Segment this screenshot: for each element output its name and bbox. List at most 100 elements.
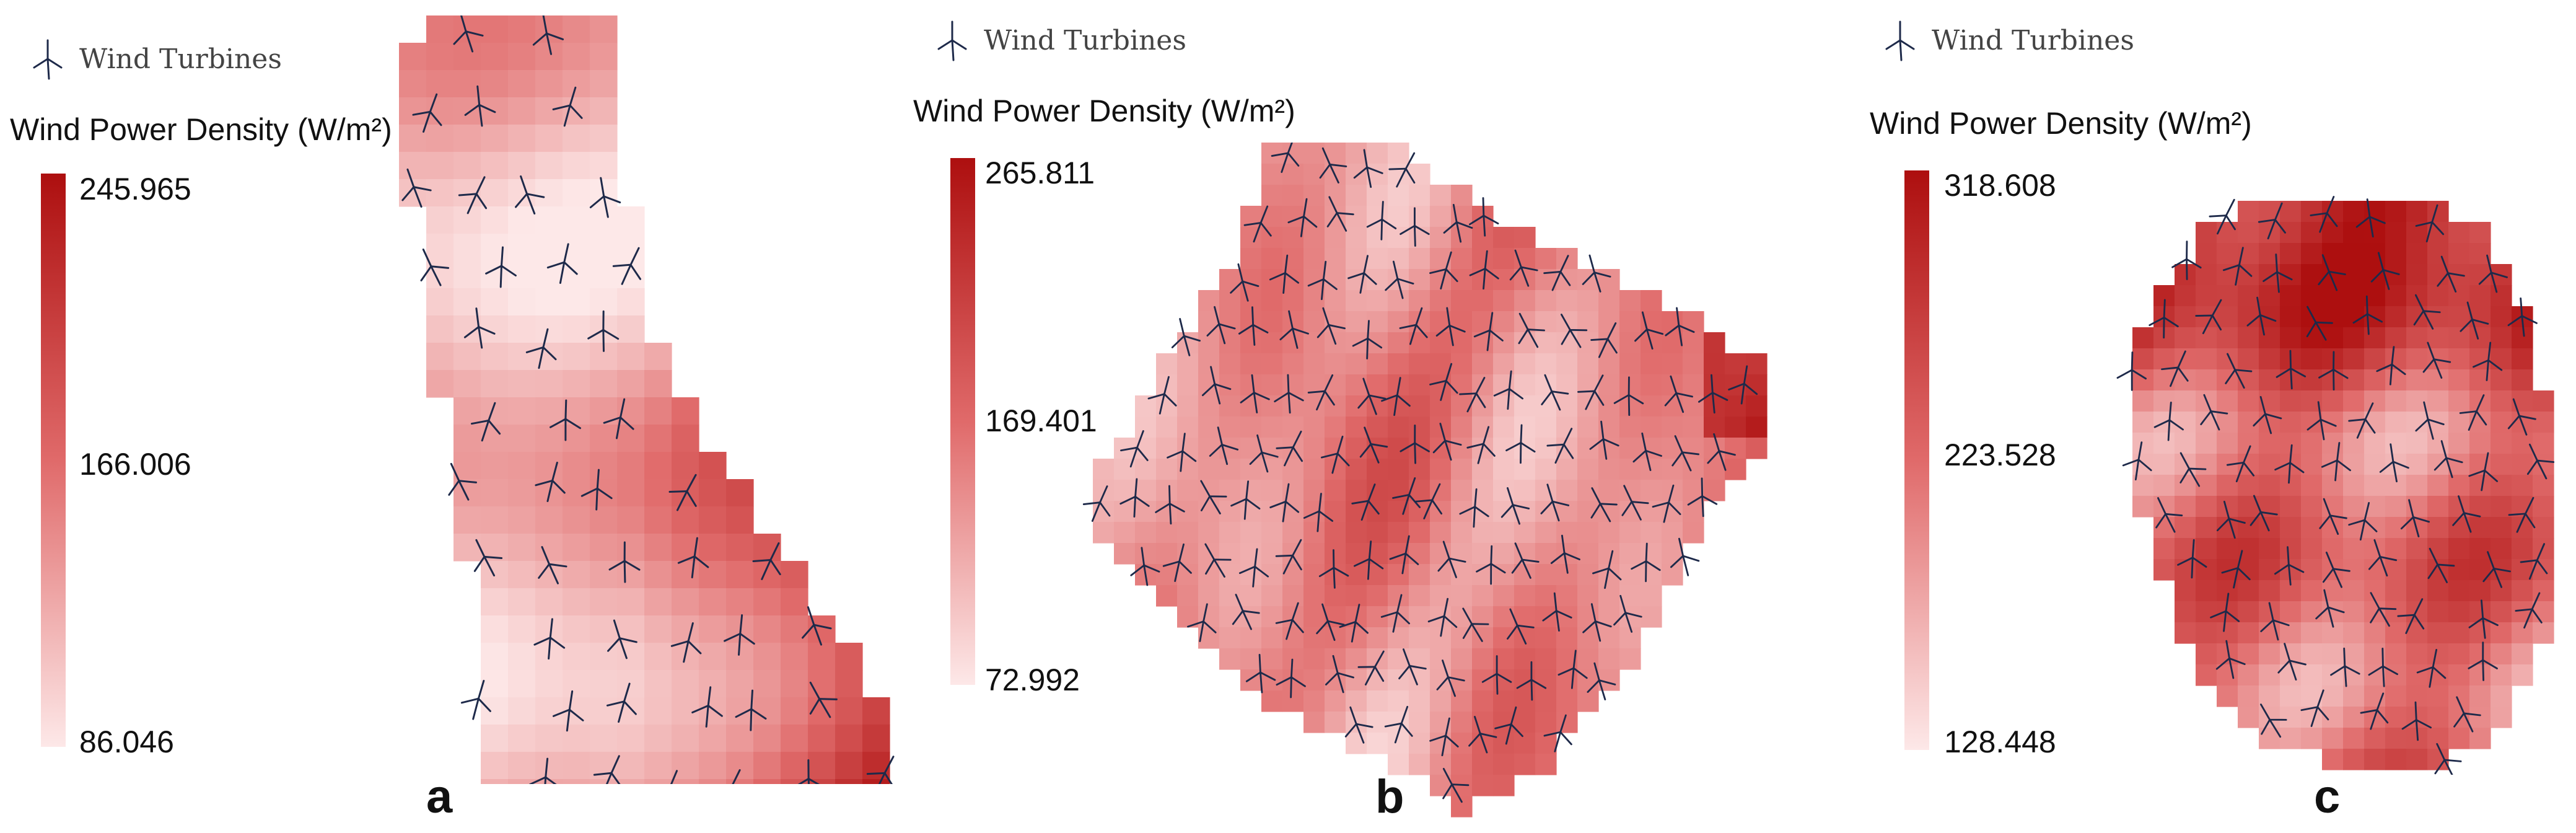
density-cell — [1472, 248, 1494, 270]
density-cell — [481, 261, 509, 289]
density-cell — [1261, 185, 1283, 206]
density-cell — [617, 752, 645, 780]
density-cell — [1409, 712, 1430, 733]
density-cell — [2406, 201, 2428, 223]
density-cell — [453, 425, 481, 452]
density-cell — [2364, 348, 2386, 370]
density-cell — [2132, 412, 2154, 433]
density-cell — [1219, 290, 1241, 312]
density-cell — [1430, 206, 1452, 227]
density-cell — [1556, 480, 1578, 501]
turbine-markers — [401, 15, 895, 784]
density-cell — [753, 615, 781, 643]
wind-turbine-icon — [593, 755, 623, 784]
density-cell — [2280, 327, 2302, 349]
density-cell — [481, 370, 509, 398]
density-cell — [1325, 290, 1346, 312]
density-cell — [2448, 643, 2470, 665]
wind-turbine-icon — [1511, 542, 1540, 579]
density-cell — [726, 725, 754, 752]
density-cell — [2343, 285, 2365, 307]
density-cell — [2259, 433, 2280, 454]
density-cell — [1556, 585, 1578, 607]
density-cell — [1261, 311, 1283, 333]
density-cell — [2427, 433, 2449, 454]
density-cell — [1282, 585, 1304, 607]
turbine-markers — [2116, 196, 2555, 775]
wind-turbine-icon — [1326, 196, 1354, 232]
density-cell — [1641, 543, 1662, 565]
wind-turbine-icon — [2306, 306, 2333, 341]
density-cell — [1261, 248, 1283, 270]
density-cell — [2448, 369, 2470, 391]
density-cell — [726, 752, 754, 780]
density-cell — [2385, 496, 2407, 518]
wind-turbine-icon — [1632, 432, 1662, 472]
density-cell — [563, 288, 590, 316]
wind-turbine-icon — [1505, 424, 1536, 464]
density-cell — [1367, 206, 1388, 227]
density-cell — [2364, 222, 2386, 244]
wind-turbine-icon — [1351, 483, 1380, 521]
wind-turbine-icon — [1500, 487, 1530, 525]
density-cell — [1093, 459, 1115, 480]
wind-turbine-icon — [532, 15, 564, 55]
density-cell — [2301, 454, 2323, 475]
wind-turbine-icon — [2177, 539, 2207, 579]
density-cell — [1409, 585, 1430, 607]
density-cell — [2491, 327, 2512, 349]
density-cell — [1198, 501, 1220, 522]
density-cell — [535, 397, 563, 425]
density-cell — [2196, 285, 2217, 307]
wind-turbine-icon — [752, 542, 781, 580]
density-cell — [1641, 395, 1662, 417]
density-cell — [1177, 480, 1199, 501]
density-cell — [1451, 438, 1473, 459]
density-cell — [563, 370, 590, 398]
density-cell — [481, 615, 509, 643]
density-cell — [1261, 648, 1283, 670]
density-cell — [1451, 501, 1473, 522]
density-cell — [2469, 517, 2491, 539]
density-cell — [1156, 501, 1178, 522]
density-cell — [1598, 395, 1620, 417]
density-cell — [2491, 348, 2512, 370]
density-cell — [1451, 185, 1473, 206]
density-cell — [2512, 369, 2533, 391]
density-cell — [1451, 564, 1473, 586]
density-cell — [2175, 306, 2196, 328]
density-cell — [1388, 690, 1409, 712]
density-cell — [1177, 374, 1199, 396]
density-cell — [1198, 459, 1220, 480]
density-cell — [2512, 580, 2533, 602]
density-cell — [453, 397, 481, 425]
density-cell — [617, 425, 645, 452]
density-cell — [1514, 522, 1536, 544]
density-cell — [1409, 290, 1430, 312]
density-cell — [1619, 332, 1641, 354]
density-cell — [2406, 559, 2428, 581]
density-cell — [1282, 332, 1304, 354]
density-cell — [2196, 622, 2217, 644]
density-cell — [399, 152, 427, 180]
density-cell — [2343, 601, 2365, 623]
colorbar-max: 318.608 — [1944, 168, 2056, 203]
density-cell — [1325, 227, 1346, 249]
density-cell — [535, 261, 563, 289]
density-cell — [590, 43, 618, 71]
density-cell — [1577, 332, 1599, 354]
density-cell — [1556, 459, 1578, 480]
wind-turbine-icon — [1698, 374, 1728, 414]
density-cell — [2427, 496, 2449, 518]
density-cell — [835, 752, 863, 780]
wind-turbine-icon — [1240, 374, 1270, 414]
wind-turbine-icon — [1613, 594, 1642, 633]
density-cell — [1156, 543, 1178, 565]
density-cell — [1367, 416, 1388, 438]
wind-turbine-icon — [1462, 607, 1489, 642]
density-cell — [1156, 416, 1178, 438]
density-cell — [1619, 353, 1641, 375]
density-cell — [1619, 290, 1641, 312]
density-cell — [2238, 348, 2259, 370]
density-cell — [2238, 643, 2259, 665]
